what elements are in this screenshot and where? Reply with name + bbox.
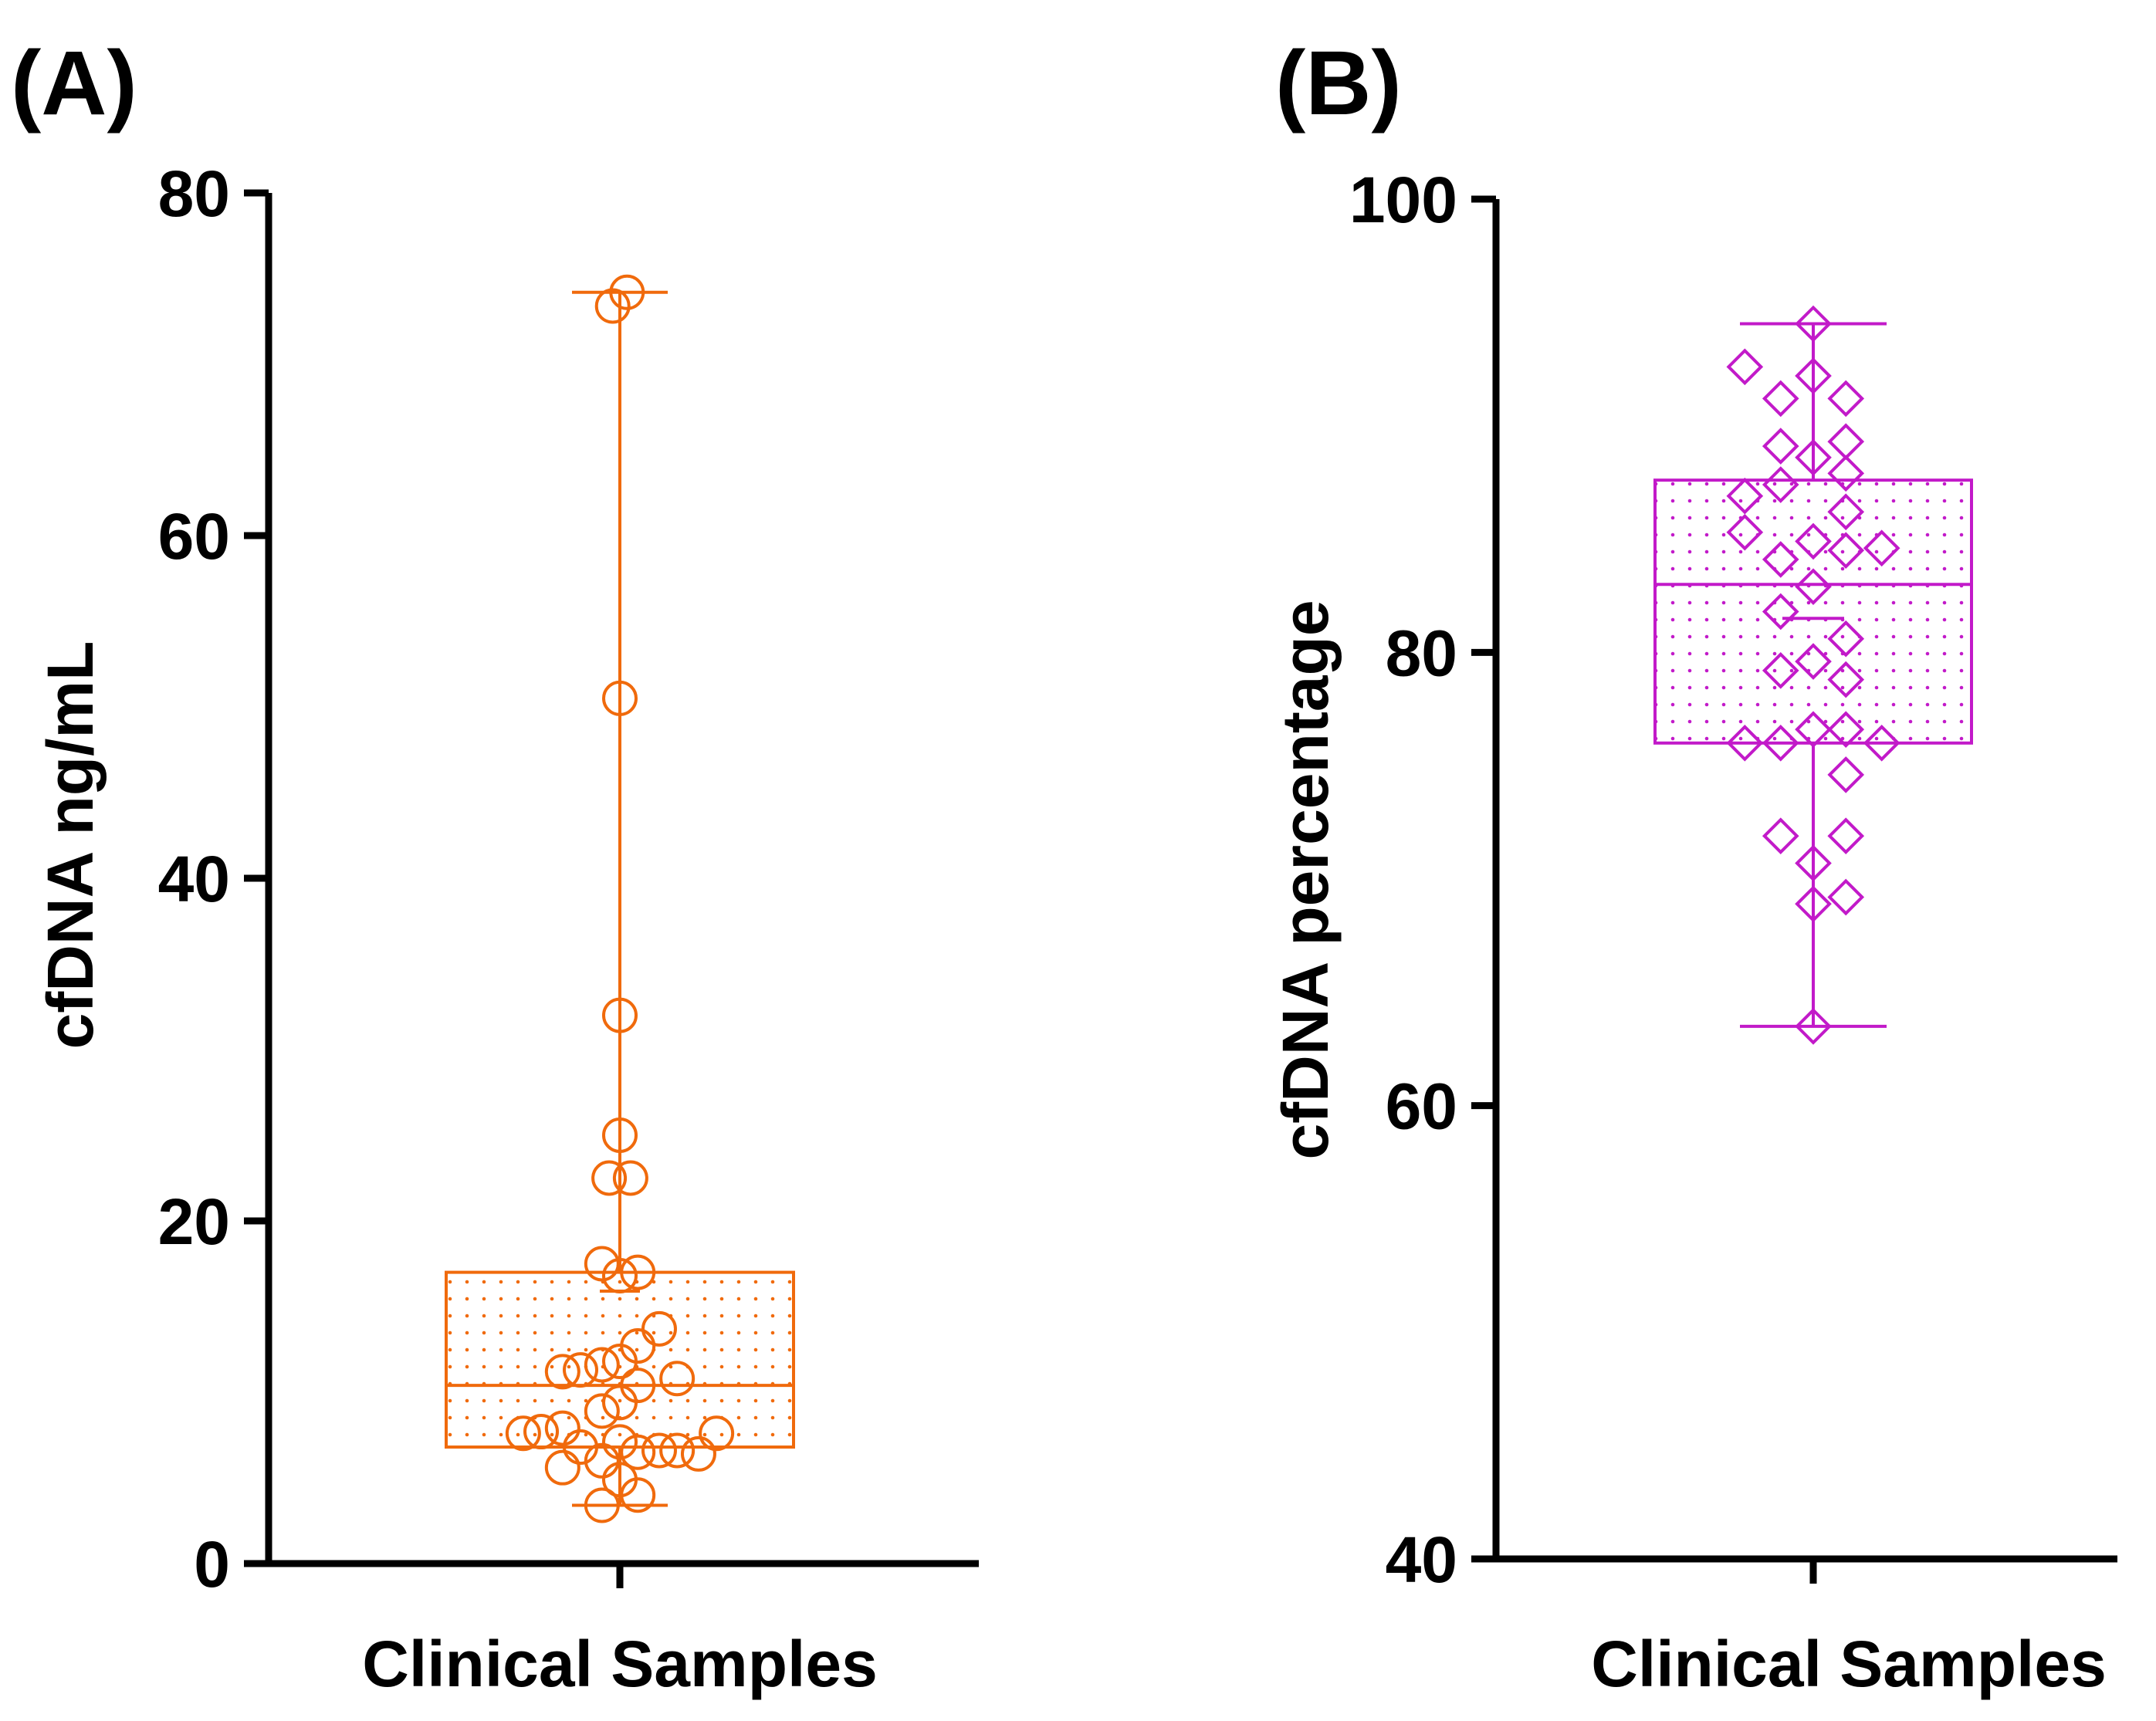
- y-tick-label: 80: [1386, 617, 1457, 689]
- data-point: [1795, 357, 1832, 394]
- data-point: [1726, 724, 1764, 762]
- data-point: [584, 1393, 620, 1429]
- data-point: [1795, 711, 1832, 749]
- data-point: [659, 1432, 696, 1469]
- data-point: [1827, 711, 1865, 749]
- data-point: [602, 1117, 638, 1153]
- data-point: [602, 1344, 638, 1380]
- data-point: [1863, 724, 1900, 762]
- data-point: [1827, 661, 1865, 698]
- data-point: [544, 1410, 580, 1446]
- panel-b-plot-area: 40 60 80 100: [1349, 164, 2117, 1596]
- data-point: [612, 1160, 648, 1196]
- data-point: [1795, 305, 1832, 343]
- data-point: [1726, 348, 1764, 386]
- data-point: [1726, 513, 1764, 551]
- box-iqr: [445, 1270, 795, 1449]
- panel-b-x-axis-label: Clinical Samples: [1591, 1628, 2107, 1700]
- data-point: [1827, 817, 1865, 855]
- data-point: [1762, 651, 1799, 689]
- data-point: [1762, 428, 1799, 465]
- data-point: [602, 1424, 638, 1460]
- data-point: [1795, 844, 1832, 882]
- data-point: [620, 1477, 656, 1513]
- data-point: [1827, 423, 1865, 461]
- data-point: [659, 1361, 696, 1397]
- y-tick-label: 60: [1386, 1070, 1457, 1143]
- data-point: [523, 1414, 560, 1450]
- data-point: [1795, 1008, 1832, 1045]
- panel-a-x-axis-label: Clinical Samples: [362, 1628, 878, 1700]
- data-point: [1762, 541, 1799, 578]
- data-point: [1827, 878, 1865, 916]
- panel-a-label: (A): [11, 32, 137, 134]
- data-point: [602, 1385, 638, 1421]
- data-point: [584, 1246, 620, 1282]
- panel-a-y-axis-label: cfDNA ng/mL: [34, 641, 107, 1050]
- data-point: [563, 1352, 599, 1388]
- data-point: [544, 1449, 580, 1486]
- data-point: [680, 1435, 716, 1472]
- y-tick-label: 20: [158, 1185, 230, 1258]
- data-point: [602, 680, 638, 716]
- data-point: [1762, 817, 1799, 855]
- data-point: [1863, 529, 1900, 567]
- data-point: [563, 1429, 599, 1466]
- y-tick-label: 80: [158, 157, 230, 230]
- data-point: [1762, 724, 1799, 762]
- data-point: [602, 1258, 638, 1294]
- data-point: [591, 1160, 628, 1196]
- data-point: [620, 1254, 656, 1290]
- data-point: [1795, 643, 1832, 680]
- data-point: [584, 1347, 620, 1383]
- data-point: [620, 1434, 656, 1470]
- data-point: [1795, 522, 1832, 560]
- data-point: [1827, 532, 1865, 570]
- data-point: [584, 1442, 620, 1479]
- data-point: [602, 997, 638, 1033]
- data-point: [1827, 493, 1865, 531]
- data-point: [609, 274, 645, 310]
- y-tick-label: 60: [158, 500, 230, 573]
- box-iqr: [1653, 478, 1973, 745]
- y-tick-label: 40: [158, 843, 230, 915]
- data-point: [1827, 756, 1865, 793]
- y-tick-label: 40: [1386, 1523, 1457, 1596]
- panel-b-label: (B): [1275, 32, 1402, 134]
- y-tick-label: 0: [194, 1528, 230, 1601]
- data-point: [1827, 620, 1865, 658]
- data-point: [1795, 885, 1832, 923]
- data-point: [641, 1310, 677, 1347]
- data-point: [1827, 380, 1865, 418]
- data-point: [1762, 593, 1799, 631]
- data-point: [1762, 380, 1799, 418]
- data-point: [1795, 438, 1832, 476]
- data-point: [544, 1354, 580, 1390]
- y-tick-label: 100: [1349, 164, 1457, 236]
- data-point: [641, 1432, 677, 1469]
- data-point: [1762, 466, 1799, 503]
- data-point: [584, 1487, 620, 1523]
- data-point: [699, 1415, 735, 1452]
- panel-b: (B) cfDNA percentage Clinical Samples 40…: [1269, 32, 2117, 1700]
- data-point: [1795, 568, 1832, 605]
- panel-a: (A) cfDNA ng/mL Clinical Samples 0 20 40 60…: [11, 32, 979, 1700]
- panel-a-plot-area: 0 20 40 60 80: [158, 157, 979, 1601]
- data-point: [1827, 455, 1865, 492]
- data-point: [1726, 477, 1764, 515]
- panel-b-y-axis-label: cfDNA percentage: [1269, 600, 1342, 1159]
- data-point: [505, 1415, 541, 1452]
- data-point: [594, 288, 631, 324]
